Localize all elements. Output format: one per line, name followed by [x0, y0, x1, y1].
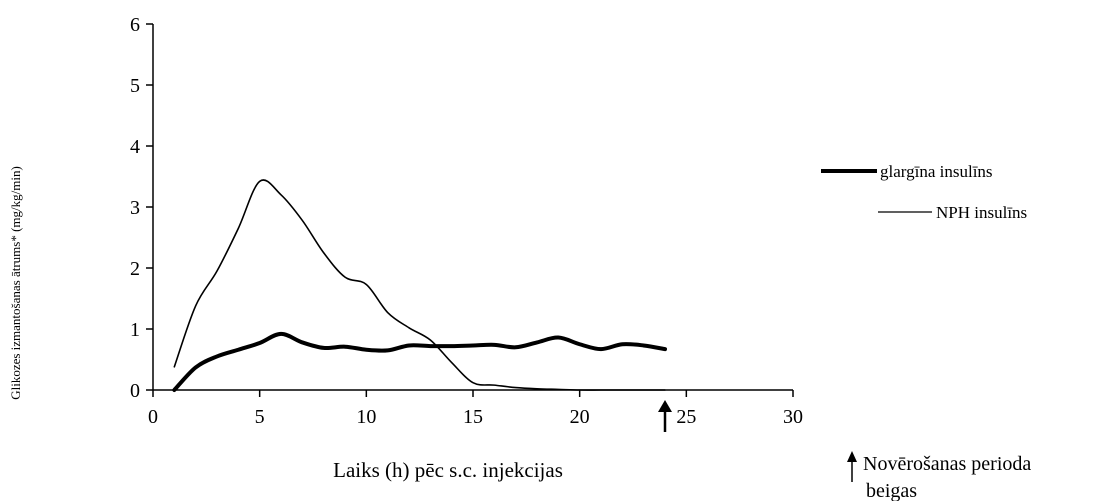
x-tick-label: 25: [676, 406, 696, 428]
x-tick-label: 30: [783, 406, 803, 428]
x-axis-title: Laiks (h) pēc s.c. injekcijas: [333, 458, 563, 482]
y-tick-label: 2: [130, 258, 140, 280]
end-marker: [658, 400, 672, 432]
series-line-glargine: [172, 331, 667, 392]
y-ticks: 0 1 2 3 4 5 6: [130, 14, 153, 402]
x-tick-label: 5: [255, 406, 265, 428]
y-tick-label: 3: [130, 197, 140, 219]
y-tick-label: 1: [130, 319, 140, 341]
legend-label-glargine: glargīna insulīns: [880, 162, 993, 181]
x-tick-label: 15: [463, 406, 483, 428]
legend: glargīna insulīns NPH insulīns: [821, 162, 1027, 222]
x-tick-label: 20: [570, 406, 590, 428]
note-line-2: beigas: [866, 480, 917, 501]
y-tick-label: 4: [130, 136, 140, 158]
y-tick-label: 0: [130, 380, 140, 402]
x-ticks: 0 5 10 15 20 25 30: [148, 390, 803, 428]
x-tick-label: 10: [356, 406, 376, 428]
series-line-nph: [173, 179, 666, 391]
end-arrow-head: [658, 400, 672, 412]
y-tick-label: 5: [130, 75, 140, 97]
note-arrow-head: [847, 451, 857, 462]
y-axis-title: Glikozes izmantošanas ātrums* (mg/kg/min…: [8, 166, 23, 400]
note-line-1: Novērošanas perioda: [863, 453, 1031, 475]
note: Novērošanas perioda beigas: [847, 451, 1036, 501]
note-text: Novērošanas perioda beigas: [863, 453, 1036, 501]
x-tick-label: 0: [148, 406, 158, 428]
legend-label-nph: NPH insulīns: [936, 203, 1027, 222]
y-tick-label: 6: [130, 14, 140, 36]
series-layer: [172, 179, 667, 392]
